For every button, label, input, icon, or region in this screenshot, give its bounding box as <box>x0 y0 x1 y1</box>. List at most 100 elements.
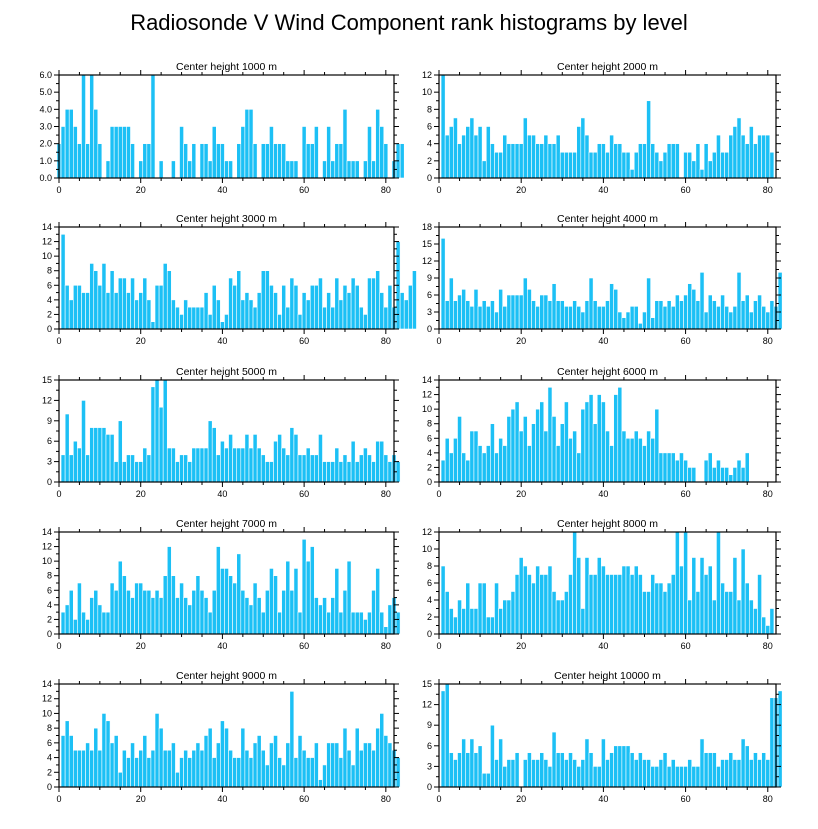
bar <box>73 619 78 635</box>
bar <box>322 160 327 179</box>
bar <box>138 749 144 788</box>
bar <box>477 582 483 635</box>
panel-title: Center height 7000 m <box>176 518 277 530</box>
bar <box>358 749 364 788</box>
bar <box>89 427 95 483</box>
bar <box>621 151 627 179</box>
bar <box>207 611 213 635</box>
y-tick-label: 2 <box>47 309 52 319</box>
bar <box>183 299 188 330</box>
y-tick-label: 14 <box>42 222 52 232</box>
bar <box>510 408 516 483</box>
x-tick-label: 40 <box>217 336 227 346</box>
bar <box>522 277 528 330</box>
bar <box>481 452 487 483</box>
bar <box>543 134 549 179</box>
bar <box>113 735 119 788</box>
bar <box>761 134 767 179</box>
bar <box>748 126 754 179</box>
bar <box>514 752 520 788</box>
y-tick-label: 2 <box>47 767 52 777</box>
bar <box>195 742 201 788</box>
bar <box>150 386 156 483</box>
panel-4: Center height 4000 m 0 3 6 9 12 15 18 0 20 40 60 80 <box>422 213 783 346</box>
bar <box>572 430 577 483</box>
bar <box>138 292 144 330</box>
bar <box>358 611 364 635</box>
bar <box>481 772 487 788</box>
bar <box>666 452 672 483</box>
bar <box>240 589 246 635</box>
bar <box>375 727 381 788</box>
bar <box>613 289 619 330</box>
bar <box>716 134 721 179</box>
x-tick-label: 80 <box>381 794 391 804</box>
bar <box>675 531 680 635</box>
bar <box>309 284 315 330</box>
bar <box>305 143 311 179</box>
bar <box>122 461 127 483</box>
bar <box>207 160 213 179</box>
y-tick-label: 12 <box>422 390 432 400</box>
bar <box>720 759 725 788</box>
bar <box>146 454 152 483</box>
bar <box>273 143 278 179</box>
bar <box>117 420 123 483</box>
bar <box>338 461 344 483</box>
bar <box>646 591 651 635</box>
bar <box>716 306 721 330</box>
bar <box>265 589 270 635</box>
bar <box>130 143 135 179</box>
bar <box>109 270 115 330</box>
bar <box>293 284 299 330</box>
bar <box>572 531 577 635</box>
bar <box>322 306 327 330</box>
bar <box>531 134 536 179</box>
bar <box>740 300 746 330</box>
bar <box>175 771 180 788</box>
x-tick-label: 60 <box>681 185 691 195</box>
bar <box>232 447 238 483</box>
bar <box>273 292 278 330</box>
bar <box>191 306 197 330</box>
bar <box>675 766 680 788</box>
bar <box>187 757 193 788</box>
bar <box>753 143 758 179</box>
x-tick-label: 60 <box>681 489 691 499</box>
bar <box>666 143 672 179</box>
bar <box>412 270 417 330</box>
bar <box>346 749 352 788</box>
bar <box>97 143 103 179</box>
bar <box>461 608 467 635</box>
bar <box>363 160 368 179</box>
bar <box>220 568 225 635</box>
bar <box>465 459 471 483</box>
bar <box>354 461 360 483</box>
bar <box>646 430 651 483</box>
bar <box>77 447 82 483</box>
bar <box>564 151 569 179</box>
bar <box>105 720 111 788</box>
bar <box>494 452 499 483</box>
x-tick-label: 0 <box>436 336 441 346</box>
bar <box>711 467 717 483</box>
bar <box>473 752 479 788</box>
bar <box>711 752 717 788</box>
bar <box>154 713 160 788</box>
bar <box>736 599 742 635</box>
bar <box>305 447 311 483</box>
panel-10: Center height 10000 m 0 3 6 9 12 15 0 20 40 60 80 <box>422 670 783 804</box>
y-tick-label: 6 <box>427 578 432 588</box>
bar <box>691 160 697 179</box>
bar <box>134 299 139 330</box>
bar <box>215 143 221 179</box>
bar <box>633 306 639 330</box>
bar <box>469 608 475 635</box>
bar <box>695 766 701 788</box>
x-tick-label: 20 <box>516 185 526 195</box>
bar <box>724 467 730 483</box>
bar <box>481 582 487 635</box>
panel-title: Center height 2000 m <box>557 61 658 73</box>
bar <box>506 416 512 483</box>
bar <box>720 294 725 330</box>
